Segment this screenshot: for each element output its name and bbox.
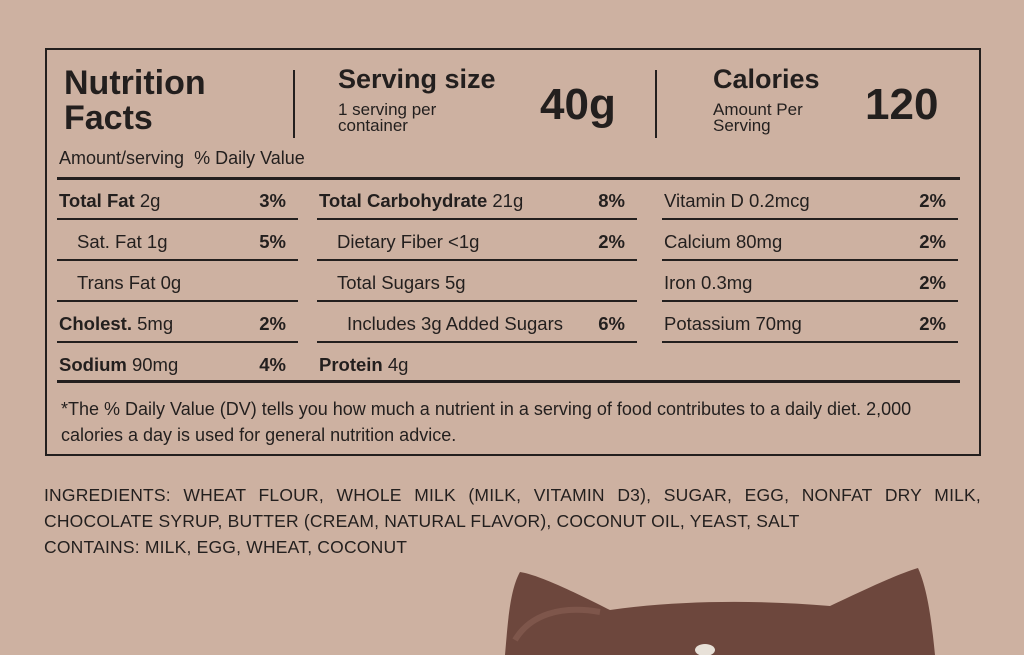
daily-value: 2% [919, 272, 946, 293]
daily-value: 2% [598, 231, 625, 252]
nutrient-amount: 0.2mcg [749, 190, 810, 211]
nutrient-amount: 0g [160, 272, 182, 293]
nutrient-amount: 0.3mg [701, 272, 753, 293]
divider [655, 70, 657, 138]
nutrient-row: Total Carbohydrate 21g 8% [317, 181, 637, 220]
nutrient-name: Total Sugars [337, 272, 440, 293]
serving-size-label: Serving size [338, 64, 496, 94]
nutrient-amount: 70mg [755, 313, 802, 334]
nutrient-row: Trans Fat 0g [57, 263, 298, 302]
nutrient-name: Total Carbohydrate [319, 190, 488, 211]
nutrition-panel [45, 48, 981, 456]
nutrient-name: Total Fat [59, 190, 135, 211]
serving-size: 40g [540, 80, 616, 129]
nutrient-name: Vitamin D [664, 190, 744, 211]
daily-value: 2% [919, 231, 946, 252]
daily-value: 2% [919, 190, 946, 211]
nutrient-amount: 4g [387, 354, 409, 375]
calories-note: Amount Per Serving [713, 100, 803, 135]
daily-value: 2% [259, 313, 286, 334]
daily-value: 5% [259, 231, 286, 252]
nutrient-name: Sodium [59, 354, 127, 375]
nutrient-amount: 1g [146, 231, 168, 252]
daily-value: 6% [598, 313, 625, 334]
nutrient-row: Sodium 90mg 4% [57, 345, 298, 384]
nutrient-amount: 90mg [131, 354, 179, 375]
ingredients: INGREDIENTS: WHEAT FLOUR, WHOLE MILK (MI… [44, 485, 981, 531]
amount-header: Amount/serving [59, 148, 185, 168]
nutrient-row: Iron 0.3mg 2% [662, 263, 958, 302]
nutrient-row: Sat. Fat 1g 5% [57, 222, 298, 261]
nutrient-row: Potassium 70mg 2% [662, 304, 958, 343]
nutrient-amount: 5mg [137, 313, 174, 334]
nutrient-row: Calcium 80mg 2% [662, 222, 958, 261]
nutrient-row: Total Fat 2g 3% [57, 181, 298, 220]
nutrient-name: Dietary Fiber [337, 231, 443, 252]
nutrient-row: Includes 3g Added Sugars 6% [317, 304, 637, 343]
nutrient-row: Vitamin D 0.2mcg 2% [662, 181, 958, 220]
daily-value: 4% [259, 354, 286, 375]
nutrient-row: Cholest. 5mg 2% [57, 304, 298, 343]
daily-value: 2% [919, 313, 946, 334]
calories: 120 [865, 80, 939, 129]
rule [57, 380, 960, 383]
rule [57, 177, 960, 180]
footnote: *The % Daily Value (DV) tells you how mu… [61, 399, 912, 445]
nutrient-name: Iron [664, 272, 696, 293]
daily-value: 3% [259, 190, 286, 211]
nutrient-name: Calcium [664, 231, 731, 252]
nutrient-name: Trans Fat [77, 272, 156, 293]
nutrient-name: Cholest. [59, 313, 132, 334]
nutrient-row: Protein 4g [317, 345, 637, 384]
nutrient-amount: <1g [448, 231, 480, 252]
nutrient-amount: 5g [444, 272, 466, 293]
title: Nutrition Facts [64, 64, 206, 137]
divider [293, 70, 295, 138]
nutrient-amount: 80mg [735, 231, 783, 252]
calories-label: Calories [713, 64, 820, 94]
contains: CONTAINS: MILK, EGG, WHEAT, COCONUT [44, 537, 408, 557]
daily-value: 8% [598, 190, 625, 211]
nutrient-row: Dietary Fiber <1g 2% [317, 222, 637, 261]
nutrient-name: Sat. Fat [77, 231, 142, 252]
column-header: Amount/serving % Daily Value [59, 148, 305, 169]
servings-per-container: 1 serving per container [338, 100, 437, 135]
nutrient-name: Protein [319, 354, 383, 375]
dv-header: % Daily Value [194, 148, 305, 168]
nutrient-name: Potassium [664, 313, 751, 334]
nutrient-row: Total Sugars 5g [317, 263, 637, 302]
nutrient-name: Includes 3g Added Sugars [347, 313, 563, 334]
nutrient-amount: 21g [492, 190, 524, 211]
nutrient-amount: 2g [139, 190, 161, 211]
